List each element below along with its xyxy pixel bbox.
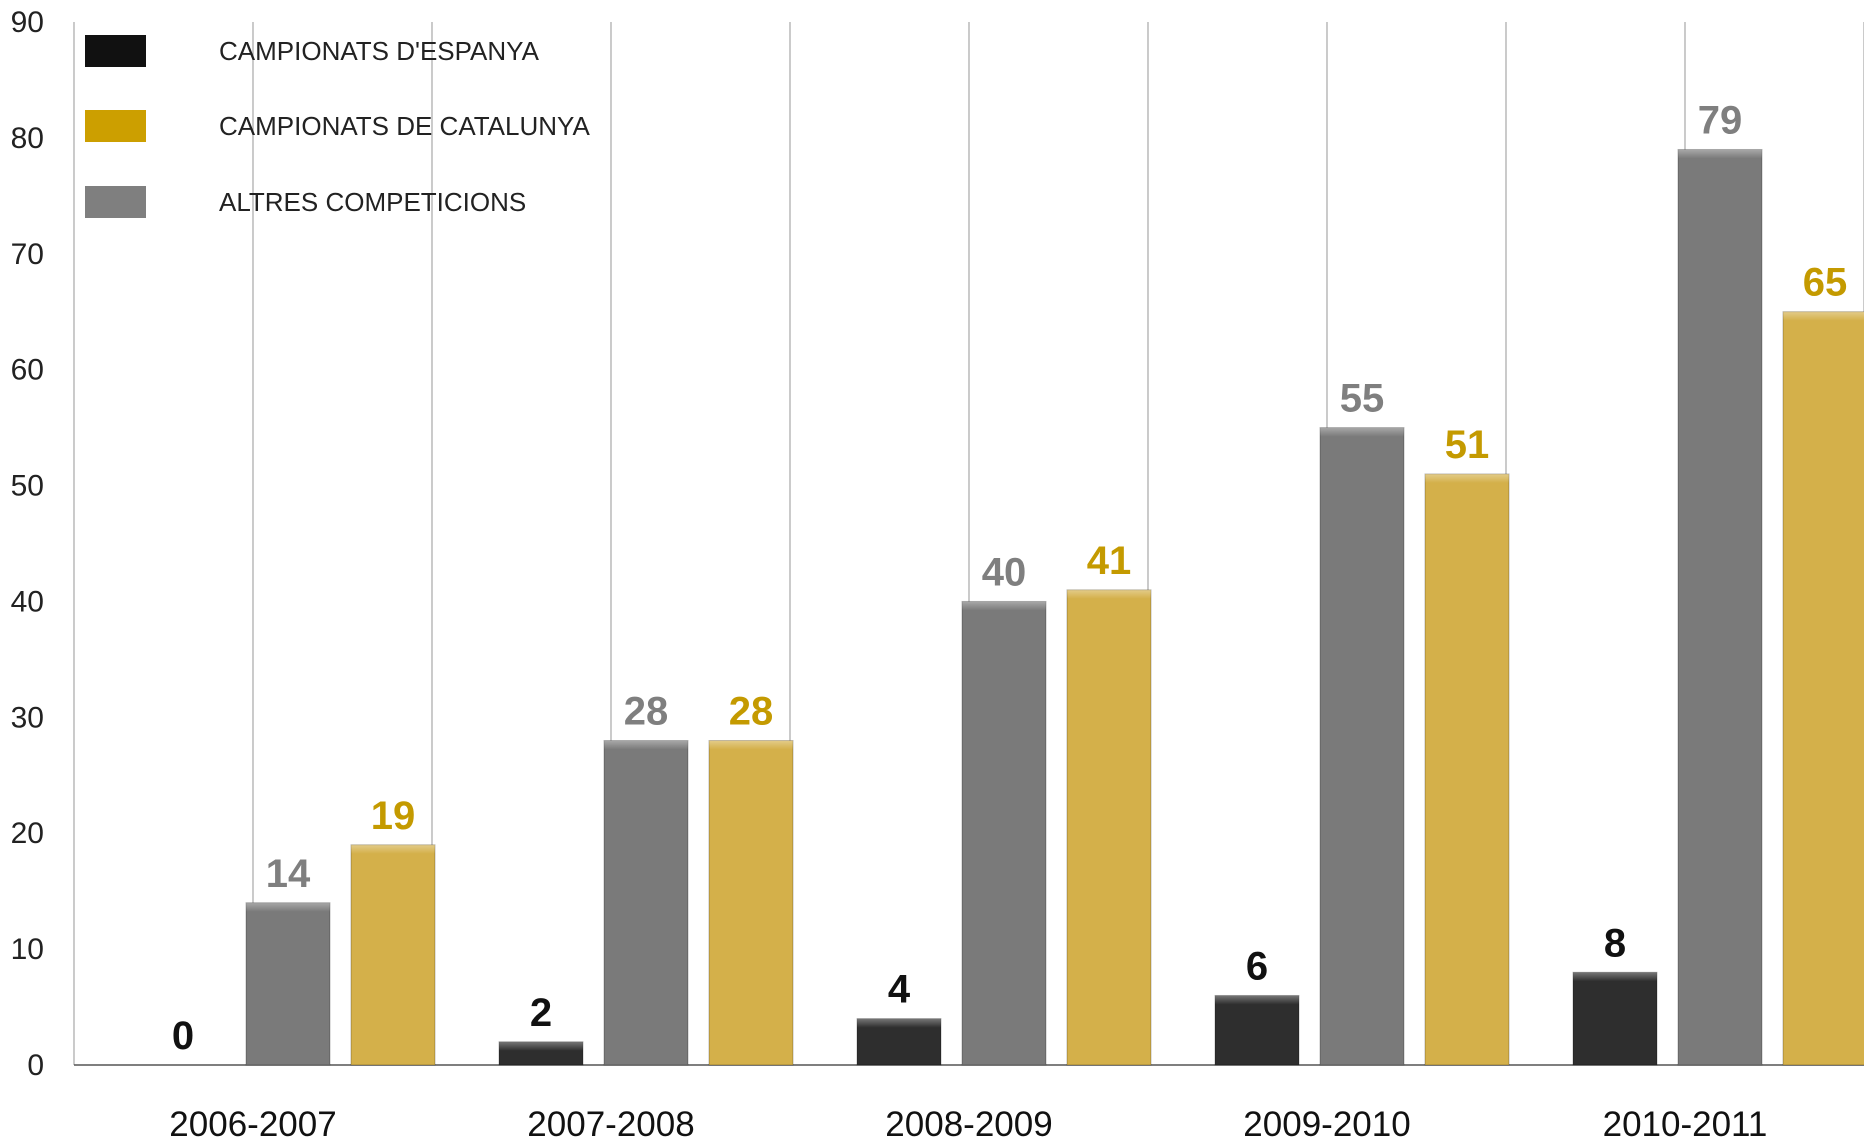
legend-swatch bbox=[85, 110, 146, 142]
bar bbox=[245, 902, 331, 1066]
bar-bevel bbox=[1067, 589, 1151, 599]
bar bbox=[1677, 148, 1763, 1066]
bar bbox=[1424, 473, 1510, 1066]
y-tick-label: 80 bbox=[11, 122, 44, 155]
bar-bevel bbox=[1783, 311, 1864, 321]
y-tick-label: 30 bbox=[11, 701, 44, 734]
bar-bevel bbox=[1425, 473, 1509, 483]
bar-bevel bbox=[1320, 427, 1404, 437]
bars bbox=[245, 148, 1864, 1066]
data-labels: 0 14 19 2 28 28 4 40 41 6 55 51 8 79 65 bbox=[172, 98, 1847, 1058]
y-tick-label: 90 bbox=[11, 6, 44, 39]
bar bbox=[1066, 589, 1152, 1066]
data-label: 2 bbox=[530, 991, 552, 1035]
data-label: 28 bbox=[729, 690, 774, 734]
bar-bevel bbox=[604, 740, 688, 750]
x-tick-label: 2006-2007 bbox=[169, 1105, 336, 1143]
legend-item: ALTRES COMPETICIONS bbox=[85, 186, 526, 218]
bar bbox=[708, 740, 794, 1066]
bar-bevel bbox=[1215, 995, 1299, 1005]
bar bbox=[1572, 971, 1658, 1066]
bar bbox=[1214, 994, 1300, 1066]
bar-bevel bbox=[246, 902, 330, 912]
data-label: 14 bbox=[266, 852, 311, 896]
y-axis-ticks: 0 10 20 30 40 50 60 70 80 90 bbox=[11, 6, 44, 1082]
data-label: 40 bbox=[982, 550, 1027, 594]
x-axis-ticks: 2006-2007 2007-2008 2008-2009 2009-2010 2010… bbox=[169, 1105, 1767, 1143]
bar-bevel bbox=[857, 1018, 941, 1028]
legend-swatch bbox=[85, 186, 146, 218]
bar-bevel bbox=[709, 740, 793, 750]
y-tick-label: 50 bbox=[11, 470, 44, 503]
bar-bevel bbox=[962, 601, 1046, 611]
data-label: 8 bbox=[1604, 921, 1626, 965]
legend-label: CAMPIONATS D'ESPANYA bbox=[219, 36, 540, 66]
data-label: 4 bbox=[888, 968, 911, 1012]
y-tick-label: 20 bbox=[11, 817, 44, 850]
x-tick-label: 2010-2011 bbox=[1603, 1105, 1768, 1143]
x-tick-label: 2007-2008 bbox=[527, 1105, 694, 1143]
y-tick-label: 70 bbox=[11, 238, 44, 271]
legend-item: CAMPIONATS DE CATALUNYA bbox=[85, 110, 590, 142]
bar bbox=[1782, 311, 1864, 1066]
bar bbox=[1319, 427, 1405, 1066]
legend-swatch bbox=[85, 35, 146, 67]
legend: CAMPIONATS D'ESPANYA CAMPIONATS DE CATALU… bbox=[85, 35, 590, 218]
y-tick-label: 60 bbox=[11, 354, 44, 387]
y-tick-label: 40 bbox=[11, 585, 44, 618]
data-label: 65 bbox=[1803, 261, 1848, 305]
bar bbox=[961, 600, 1047, 1066]
legend-label: CAMPIONATS DE CATALUNYA bbox=[219, 111, 590, 141]
data-label: 41 bbox=[1087, 539, 1132, 583]
bar-bevel bbox=[1678, 149, 1762, 159]
data-label: 19 bbox=[371, 794, 416, 838]
data-label: 79 bbox=[1698, 98, 1743, 142]
bar-bevel bbox=[499, 1041, 583, 1051]
y-tick-label: 0 bbox=[27, 1049, 44, 1082]
bar-bevel bbox=[351, 844, 435, 854]
bar-bevel bbox=[1573, 972, 1657, 982]
legend-label: ALTRES COMPETICIONS bbox=[219, 187, 526, 217]
bar bbox=[603, 740, 689, 1066]
data-label: 0 bbox=[172, 1014, 194, 1058]
data-label: 51 bbox=[1445, 423, 1490, 467]
bar bbox=[350, 844, 436, 1066]
data-label: 6 bbox=[1246, 944, 1268, 988]
data-label: 28 bbox=[624, 690, 669, 734]
data-label: 55 bbox=[1340, 377, 1385, 421]
y-tick-label: 10 bbox=[11, 933, 44, 966]
x-tick-label: 2008-2009 bbox=[885, 1105, 1052, 1143]
legend-item: CAMPIONATS D'ESPANYA bbox=[85, 35, 540, 67]
x-tick-label: 2009-2010 bbox=[1243, 1105, 1410, 1143]
